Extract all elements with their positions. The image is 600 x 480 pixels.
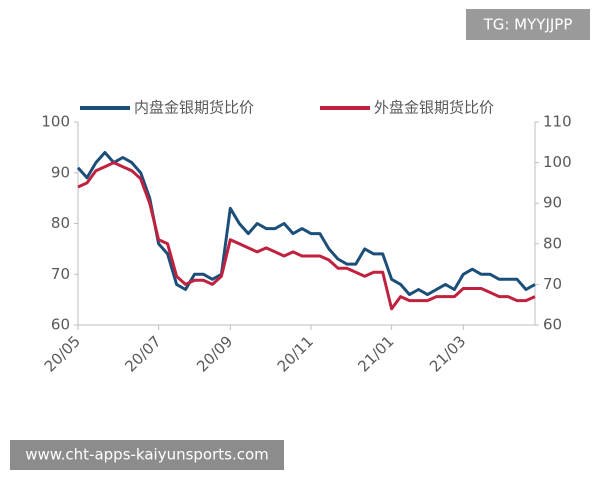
series-line — [76, 151, 536, 297]
x-tick-label: 20/09 — [193, 332, 236, 375]
y2-tick-label: 100 — [543, 153, 572, 171]
x-tick-label: 20/11 — [274, 332, 317, 375]
y-tick-label: 90 — [51, 163, 70, 181]
watermark-box — [466, 9, 590, 40]
y2-tick-label: 90 — [543, 194, 562, 212]
x-tick-label: 20/05 — [41, 332, 84, 375]
x-tick-label: 21/03 — [426, 332, 469, 375]
watermark-box — [10, 440, 284, 470]
y2-tick-label: 60 — [543, 316, 562, 334]
legend-label: 外盘金银期货比价 — [374, 99, 494, 117]
y-tick-label: 70 — [51, 265, 70, 283]
y-tick-label: 60 — [51, 316, 70, 334]
y-tick-label: 80 — [51, 214, 70, 232]
y2-tick-label: 70 — [543, 275, 562, 293]
watermark: TG: MYYJJPP — [483, 16, 573, 34]
legend-label: 内盘金银期货比价 — [134, 99, 254, 117]
y2-tick-label: 110 — [543, 113, 572, 131]
x-tick-label: 20/07 — [121, 332, 164, 375]
x-tick-label: 21/01 — [354, 332, 397, 375]
y-tick-label: 100 — [41, 113, 70, 131]
watermark: www.cht-apps-kaiyunsports.com — [25, 446, 269, 464]
y2-tick-label: 80 — [543, 234, 562, 252]
series-line — [77, 161, 536, 311]
